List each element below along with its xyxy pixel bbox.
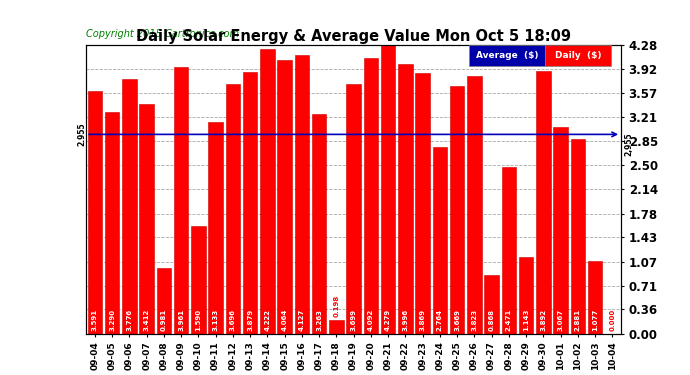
Bar: [243, 72, 257, 334]
Bar: [519, 256, 533, 334]
Text: 1.143: 1.143: [523, 309, 529, 331]
Bar: [502, 167, 516, 334]
Text: 3.892: 3.892: [540, 309, 546, 331]
Bar: [260, 49, 275, 334]
Text: 3.696: 3.696: [230, 309, 236, 331]
Bar: [226, 84, 240, 334]
Text: 3.263: 3.263: [316, 309, 322, 331]
Text: 3.823: 3.823: [471, 309, 477, 331]
Text: 3.067: 3.067: [558, 309, 564, 331]
Bar: [553, 127, 568, 334]
Text: 0.981: 0.981: [161, 309, 167, 331]
Text: 3.669: 3.669: [454, 309, 460, 331]
Bar: [157, 268, 171, 334]
Text: 3.961: 3.961: [178, 309, 184, 331]
Bar: [536, 71, 551, 334]
Bar: [346, 84, 361, 334]
Bar: [277, 60, 292, 334]
Text: 4.222: 4.222: [264, 309, 270, 331]
Text: Average  ($): Average ($): [476, 51, 538, 60]
Bar: [208, 122, 223, 334]
Text: 3.412: 3.412: [144, 309, 150, 331]
Text: 4.127: 4.127: [299, 309, 305, 331]
Bar: [88, 92, 102, 334]
Title: Daily Solar Energy & Average Value Mon Oct 5 18:09: Daily Solar Energy & Average Value Mon O…: [136, 29, 571, 44]
Bar: [191, 226, 206, 334]
Text: 2.955: 2.955: [77, 123, 86, 146]
Bar: [329, 320, 344, 334]
Text: 2.764: 2.764: [437, 309, 443, 331]
Text: 0.868: 0.868: [489, 309, 495, 331]
Bar: [467, 76, 482, 334]
Text: 4.279: 4.279: [385, 309, 391, 331]
Bar: [139, 104, 154, 334]
Bar: [312, 114, 326, 334]
Text: 3.869: 3.869: [420, 309, 426, 331]
Bar: [415, 73, 430, 334]
Text: 3.879: 3.879: [247, 309, 253, 331]
Bar: [433, 147, 447, 334]
Text: 2.471: 2.471: [506, 309, 512, 331]
Text: 3.591: 3.591: [92, 309, 98, 331]
Text: 2,955: 2,955: [624, 133, 633, 156]
Bar: [450, 86, 464, 334]
Bar: [295, 56, 309, 334]
Text: 3.996: 3.996: [402, 309, 408, 331]
Bar: [364, 58, 378, 334]
Text: Copyright 2015 Cartronics.com: Copyright 2015 Cartronics.com: [86, 29, 239, 39]
Text: 3.290: 3.290: [109, 309, 115, 331]
Text: 4.064: 4.064: [282, 309, 288, 331]
Bar: [571, 140, 585, 334]
Text: 0.198: 0.198: [333, 295, 339, 317]
Text: 2.881: 2.881: [575, 309, 581, 331]
Bar: [588, 261, 602, 334]
Text: 3.776: 3.776: [126, 309, 132, 331]
Bar: [398, 64, 413, 334]
Text: 3.699: 3.699: [351, 309, 357, 331]
FancyBboxPatch shape: [469, 45, 545, 66]
FancyBboxPatch shape: [545, 45, 611, 66]
Text: 3.133: 3.133: [213, 309, 219, 331]
Bar: [105, 112, 119, 334]
Text: Daily  ($): Daily ($): [555, 51, 601, 60]
Bar: [484, 275, 499, 334]
Bar: [122, 79, 137, 334]
Bar: [381, 45, 395, 334]
Text: 1.590: 1.590: [195, 309, 201, 331]
Bar: [174, 66, 188, 334]
Text: 1.077: 1.077: [592, 309, 598, 331]
Text: 4.092: 4.092: [368, 309, 374, 331]
Text: 0.000: 0.000: [609, 309, 615, 331]
